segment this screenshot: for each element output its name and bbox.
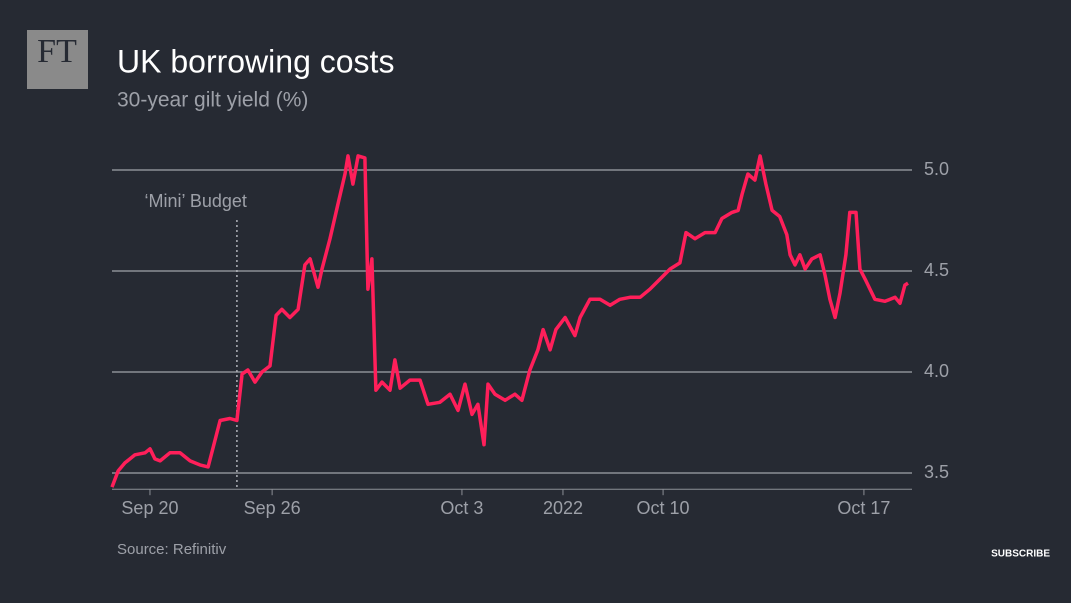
x-tick-label: Oct 3 bbox=[440, 498, 483, 518]
x-tick-label: 2022 bbox=[543, 498, 583, 518]
x-tick-label: Sep 26 bbox=[244, 498, 301, 518]
x-tick-label: Oct 17 bbox=[837, 498, 890, 518]
chart-title: UK borrowing costs bbox=[117, 43, 394, 79]
chart-subtitle: 30-year gilt yield (%) bbox=[117, 89, 308, 112]
source: Source: Refinitiv bbox=[117, 541, 227, 558]
y-tick-label: 4.5 bbox=[924, 260, 949, 280]
x-tick-label: Oct 10 bbox=[637, 498, 690, 518]
y-tick-label: 4.0 bbox=[924, 361, 949, 381]
logo: FT bbox=[37, 33, 77, 70]
y-tick-label: 5.0 bbox=[924, 159, 949, 179]
data-line bbox=[110, 154, 909, 488]
annotation-label: ‘Mini’ Budget bbox=[145, 191, 247, 211]
subscribe-button[interactable]: SUBSCRIBE bbox=[991, 549, 1050, 560]
y-tick-label: 3.5 bbox=[924, 462, 949, 482]
x-tick-label: Sep 20 bbox=[121, 498, 178, 518]
logo-box bbox=[27, 30, 88, 89]
